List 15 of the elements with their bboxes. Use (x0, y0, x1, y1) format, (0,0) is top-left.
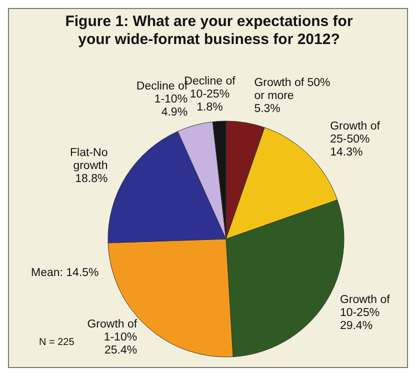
data-label: 14.3% (330, 146, 363, 158)
data-label: 4.9% (161, 106, 188, 119)
data-label: 5.3% (254, 103, 280, 116)
slice-label: Growth of 1-10% (87, 318, 138, 344)
text: Mean: 14.5% (31, 267, 99, 279)
chart-title: Figure 1: What are your expectations for your wide-format business for 2012? (64, 13, 354, 49)
text: N = 225 (39, 337, 74, 348)
data-label: 18.8% (75, 173, 108, 186)
data-label: 29.4% (340, 320, 373, 332)
slice-label: Flat-No growth (70, 147, 108, 172)
data-label: 25.4% (104, 344, 138, 357)
data-label: 1.8% (196, 101, 223, 114)
slice-label: Growth of 50% or more (254, 77, 330, 102)
slice-label: Growth of 10-25% (340, 294, 391, 320)
slice-label: Growth of 25-50% (330, 120, 381, 146)
